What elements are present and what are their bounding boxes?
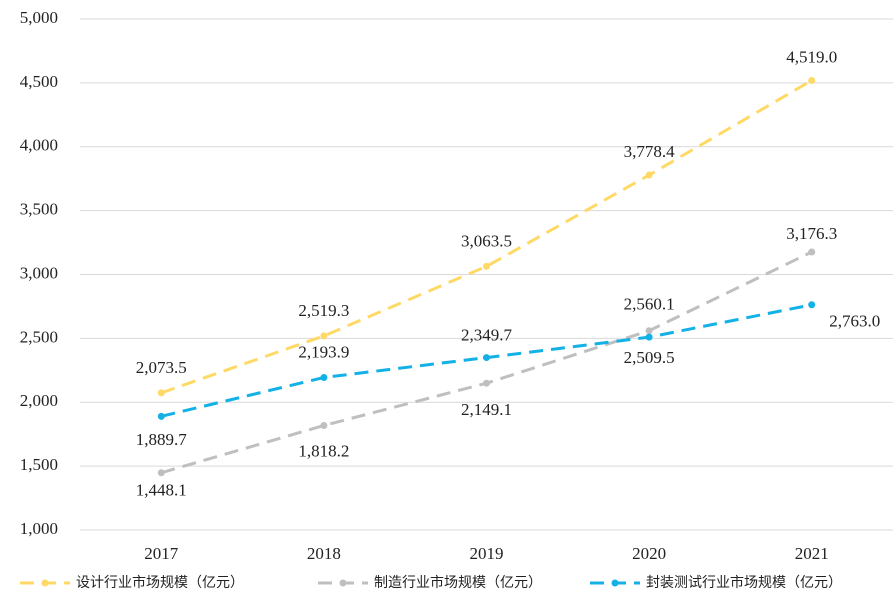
y-tick-label: 4,500 (20, 72, 58, 91)
series-line (160, 79, 813, 395)
data-label: 3,176.3 (786, 224, 837, 243)
data-point (320, 373, 328, 381)
data-point (320, 332, 328, 340)
data-point (808, 248, 816, 256)
data-point (157, 412, 165, 420)
y-tick-label: 2,000 (20, 391, 58, 410)
data-label: 2,073.5 (136, 358, 187, 377)
data-point (808, 301, 816, 309)
data-label: 4,519.0 (786, 47, 837, 66)
series-line (160, 250, 813, 475)
y-tick-label: 1,500 (20, 455, 58, 474)
data-point (808, 76, 816, 84)
x-tick-label: 2020 (632, 544, 666, 563)
y-tick-label: 4,000 (20, 136, 58, 155)
legend-dot (339, 579, 347, 587)
data-point (157, 389, 165, 397)
x-tick-label: 2019 (470, 544, 504, 563)
data-label: 2,349.7 (461, 325, 513, 344)
legend-dot (611, 579, 619, 587)
x-tick-label: 2021 (795, 544, 829, 563)
data-label: 2,509.5 (624, 348, 675, 367)
data-label: 3,778.4 (624, 142, 676, 161)
y-tick-label: 5,000 (20, 8, 58, 27)
data-point (645, 171, 653, 179)
y-tick-label: 1,000 (20, 519, 58, 538)
legend-dot (41, 579, 49, 587)
legend-label: 制造行业市场规模（亿元） (374, 574, 542, 591)
x-tick-label: 2017 (144, 544, 179, 563)
y-tick-label: 3,500 (20, 200, 58, 219)
data-label: 2,560.1 (624, 295, 675, 314)
data-label: 3,063.5 (461, 231, 512, 250)
data-point (483, 262, 490, 270)
data-point (645, 327, 653, 335)
data-point (157, 469, 165, 477)
x-tick-label: 2018 (307, 544, 341, 563)
data-label: 1,889.7 (136, 430, 188, 449)
data-point (645, 333, 653, 341)
data-label: 1,818.2 (298, 441, 349, 460)
data-point (320, 421, 328, 429)
data-label: 1,448.1 (136, 481, 187, 500)
data-label: 2,193.9 (298, 342, 349, 361)
legend-label: 设计行业市场规模（亿元） (76, 574, 244, 591)
y-tick-label: 2,500 (20, 327, 58, 346)
data-point (483, 354, 490, 362)
y-tick-label: 3,000 (20, 263, 58, 282)
data-point (483, 379, 490, 387)
data-label: 2,763.0 (829, 312, 880, 331)
data-label: 2,519.3 (298, 301, 349, 320)
legend-label: 封装测试行业市场规模（亿元） (646, 574, 842, 591)
data-label: 2,149.1 (461, 400, 512, 419)
